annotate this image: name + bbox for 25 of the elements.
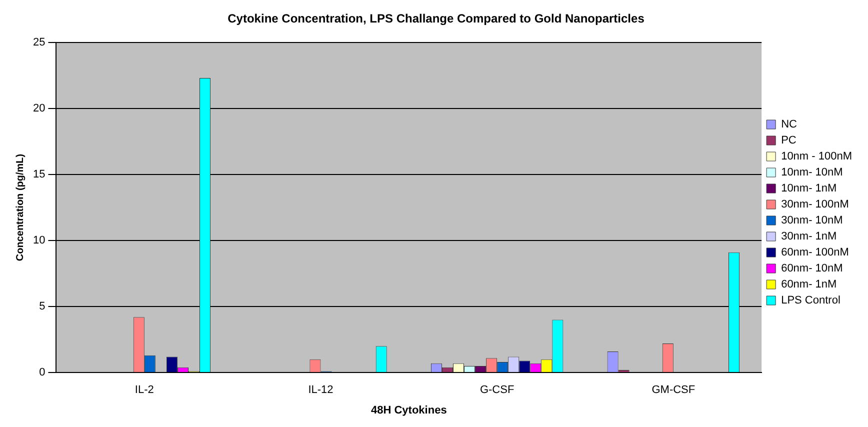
legend-label: 30nm- 1nM — [781, 230, 837, 243]
legend-label: NC — [781, 118, 798, 131]
legend-label: 30nm- 100nM — [781, 198, 849, 211]
x-tick-label: GM-CSF — [652, 384, 696, 396]
x-tick-label: IL-2 — [134, 384, 154, 396]
y-tick-label: 20 — [32, 102, 46, 114]
legend-label: 60nm- 100nM — [781, 246, 849, 259]
legend-label: 60nm- 1nM — [781, 278, 837, 291]
legend-label: 60nm- 10nM — [781, 262, 843, 275]
legend-label: 10nm- 1nM — [781, 182, 837, 195]
legend-label: 30nm- 10nM — [781, 214, 843, 227]
y-tick-label: 10 — [32, 234, 46, 247]
chart-title: Cytokine Concentration, LPS Challange Compared to Gold Nanoparticles — [228, 12, 645, 26]
legend-label: 10nm - 100nM — [781, 150, 852, 163]
y-tick-label: 15 — [32, 168, 46, 181]
legend-label: 10nm- 10nM — [781, 166, 843, 179]
x-tick-label: G-CSF — [480, 384, 514, 396]
legend-label: PC — [781, 134, 796, 147]
y-axis-title: Concentration (pg/mL) — [14, 154, 26, 262]
x-axis-title: 48H Cytokines — [371, 404, 447, 416]
y-tick-label: 0 — [39, 366, 46, 379]
y-tick-label: 5 — [39, 300, 46, 313]
x-tick-label: IL-12 — [308, 384, 334, 396]
legend-label: LPS Control — [781, 294, 840, 307]
y-tick-label: 25 — [32, 36, 46, 48]
